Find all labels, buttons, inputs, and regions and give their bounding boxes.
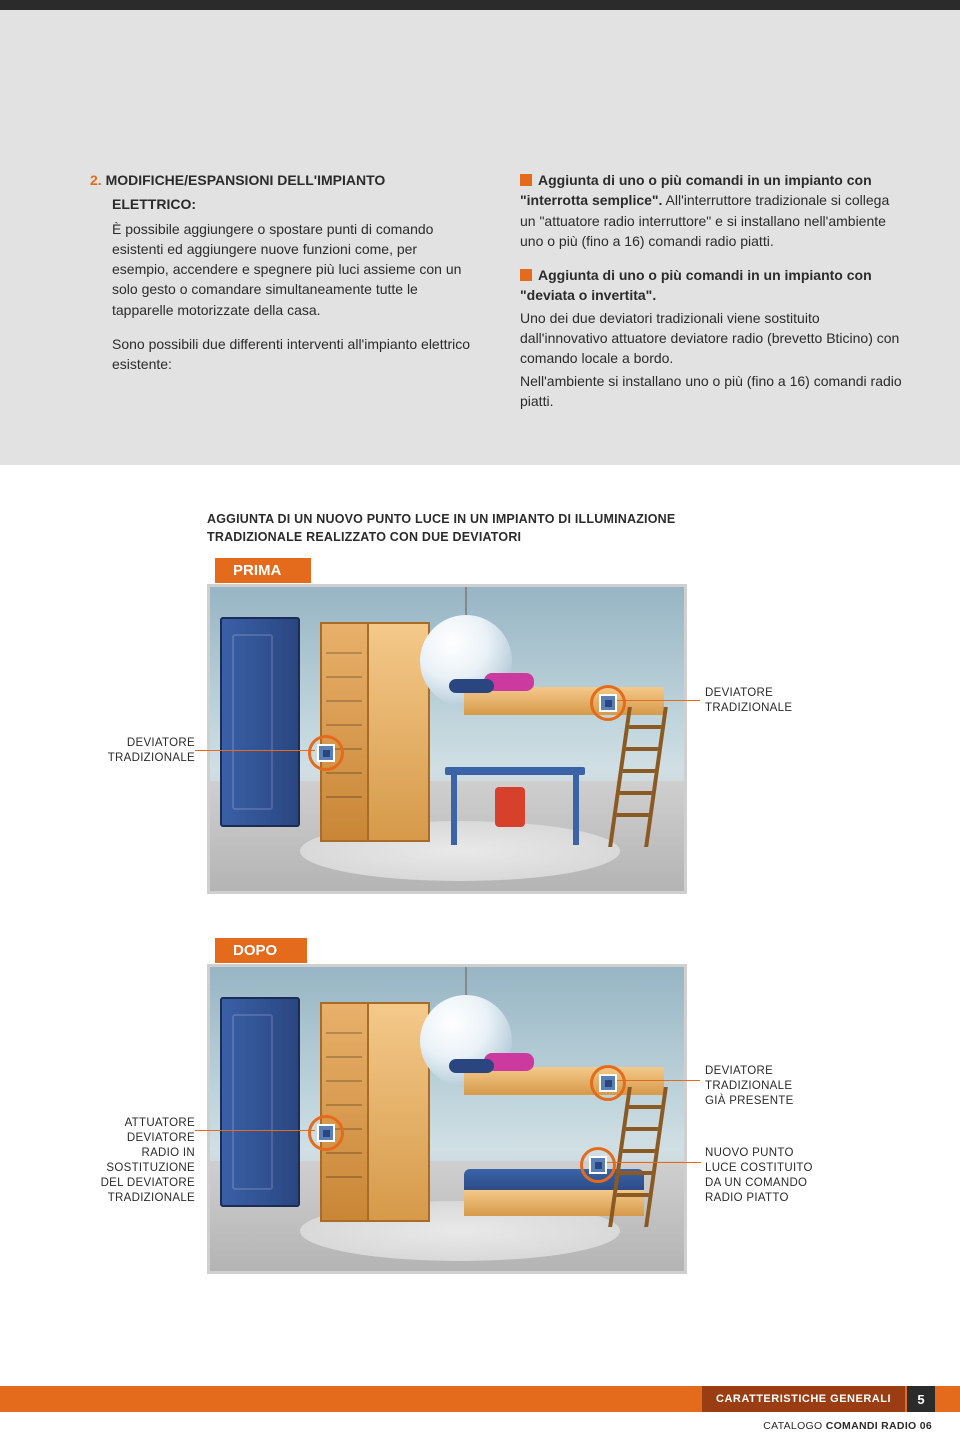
section-title-line1: MODIFICHE/ESPANSIONI DELL'IMPIANTO bbox=[106, 172, 386, 188]
scene-before: PRIMA DEVIATORETRADIZIONALE DEVIATORETRA… bbox=[55, 566, 905, 906]
shelves bbox=[326, 630, 362, 834]
left-column: 2. MODIFICHE/ESPANSIONI DELL'IMPIANTO EL… bbox=[90, 170, 475, 425]
hotspot-attuatore bbox=[308, 1115, 344, 1151]
bullet2-bold: Aggiunta di uno o più comandi in un impi… bbox=[520, 267, 872, 303]
switch-icon bbox=[317, 744, 335, 762]
after-tag: DOPO bbox=[215, 938, 307, 963]
scene-frame-before bbox=[207, 584, 687, 894]
hotspot-comando-radio bbox=[580, 1147, 616, 1183]
footer-bar: CARATTERISTICHE GENERALI 5 bbox=[0, 1386, 960, 1412]
square-bullet-icon bbox=[520, 269, 532, 281]
section-heading: 2. MODIFICHE/ESPANSIONI DELL'IMPIANTO bbox=[90, 170, 475, 190]
diagram-title: AGGIUNTA DI UN NUOVO PUNTO LUCE IN UN IM… bbox=[207, 511, 905, 546]
room-illustration bbox=[210, 587, 684, 891]
ceiling-lamp bbox=[465, 587, 467, 617]
switch-icon bbox=[589, 1156, 607, 1174]
shelves bbox=[326, 1010, 362, 1214]
label-before-left: DEVIATORETRADIZIONALE bbox=[45, 736, 195, 766]
label-after-left: ATTUATOREDEVIATORERADIO INSOSTITUZIONEDE… bbox=[45, 1116, 195, 1206]
section-number: 2. bbox=[90, 172, 102, 188]
before-tag: PRIMA bbox=[215, 558, 311, 583]
section-title-line2: ELETTRICO: bbox=[112, 194, 475, 214]
hotspot-deviatore-left bbox=[308, 735, 344, 771]
scene-after: DOPO ATTUATOREDEVIATORERADIO INSOSTITUZI… bbox=[55, 946, 905, 1286]
left-paragraph-2: Sono possibili due differenti interventi… bbox=[112, 334, 475, 375]
diagram-area: AGGIUNTA DI UN NUOVO PUNTO LUCE IN UN IM… bbox=[0, 465, 960, 1356]
diagram-title-l1: AGGIUNTA DI UN NUOVO PUNTO LUCE IN UN IM… bbox=[207, 511, 905, 529]
hotspot-deviatore-existing bbox=[590, 1065, 626, 1101]
bullet-paragraph-2-head: Aggiunta di uno o più comandi in un impi… bbox=[520, 265, 905, 306]
left-paragraph-1: È possibile aggiungere o spostare punti … bbox=[112, 219, 475, 320]
switch-icon bbox=[599, 1074, 617, 1092]
catalog-bold: COMANDI RADIO 06 bbox=[826, 1420, 932, 1432]
pillow bbox=[449, 1059, 494, 1073]
intro-text-panel: 2. MODIFICHE/ESPANSIONI DELL'IMPIANTO EL… bbox=[0, 10, 960, 465]
scene-frame-after bbox=[207, 964, 687, 1274]
catalog-reference: CATALOGO COMANDI RADIO 06 bbox=[0, 1412, 960, 1450]
label-after-right-top: DEVIATORETRADIZIONALEGIÀ PRESENTE bbox=[705, 1064, 875, 1109]
label-before-right: DEVIATORETRADIZIONALE bbox=[705, 686, 865, 716]
leader-line bbox=[195, 1130, 315, 1131]
right-column: Aggiunta di uno o più comandi in un impi… bbox=[520, 170, 905, 425]
ceiling-lamp bbox=[465, 967, 467, 997]
chair bbox=[495, 787, 525, 827]
label-after-right-bottom: NUOVO PUNTOLUCE COSTITUITODA UN COMANDOR… bbox=[705, 1146, 885, 1206]
leader-line bbox=[603, 1162, 701, 1163]
room-illustration bbox=[210, 967, 684, 1271]
top-rule bbox=[0, 0, 960, 10]
catalog-prefix: CATALOGO bbox=[763, 1420, 825, 1432]
page: 2. MODIFICHE/ESPANSIONI DELL'IMPIANTO EL… bbox=[0, 0, 960, 1450]
desk bbox=[445, 767, 585, 775]
page-number: 5 bbox=[907, 1386, 935, 1412]
wardrobe bbox=[320, 622, 430, 842]
bullet2-body-b: Nell'ambiente si installano uno o più (f… bbox=[520, 371, 905, 412]
bullet2-body-a: Uno dei due deviatori tradizionali viene… bbox=[520, 308, 905, 369]
switch-icon bbox=[599, 694, 617, 712]
leader-line bbox=[195, 750, 315, 751]
wardrobe bbox=[320, 1002, 430, 1222]
switch-icon bbox=[317, 1124, 335, 1142]
door bbox=[220, 997, 300, 1207]
bullet-paragraph-1: Aggiunta di uno o più comandi in un impi… bbox=[520, 170, 905, 251]
diagram-title-l2: TRADIZIONALE REALIZZATO CON DUE DEVIATOR… bbox=[207, 529, 905, 547]
pillow bbox=[449, 679, 494, 693]
footer-section-name: CARATTERISTICHE GENERALI bbox=[702, 1386, 905, 1412]
hotspot-deviatore-right bbox=[590, 685, 626, 721]
square-bullet-icon bbox=[520, 174, 532, 186]
door bbox=[220, 617, 300, 827]
